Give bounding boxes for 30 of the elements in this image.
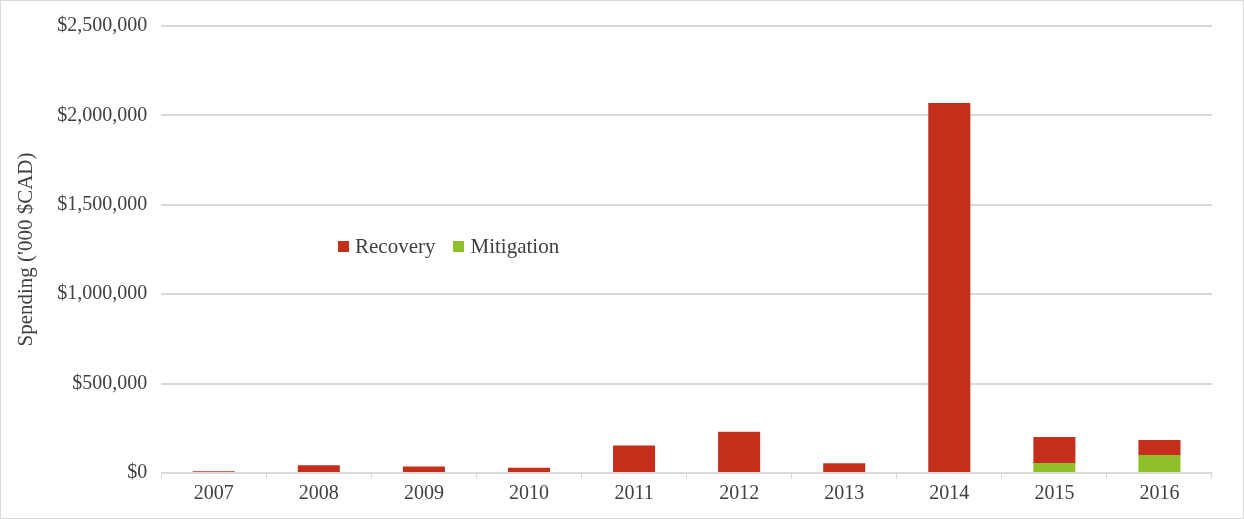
x-tick-label: 2009 — [403, 481, 444, 504]
bar — [613, 445, 656, 472]
bar — [402, 466, 445, 472]
y-tick-label: $2,500,000 — [57, 13, 148, 36]
y-tick-label: $1,500,000 — [57, 192, 148, 215]
legend-label: Recovery — [355, 234, 436, 259]
bar — [1033, 436, 1076, 463]
x-tick-label: 2011 — [614, 481, 654, 504]
bar — [928, 102, 971, 472]
bar — [1138, 439, 1181, 456]
bar — [1138, 455, 1181, 472]
y-tick-label: $500,000 — [72, 370, 148, 393]
x-tick-label: 2015 — [1034, 481, 1075, 504]
bar — [1033, 462, 1076, 472]
x-tick-label: 2012 — [719, 481, 760, 504]
y-tick-label: $2,000,000 — [57, 102, 148, 125]
x-tick-label: 2014 — [929, 481, 970, 504]
x-tick-label: 2010 — [508, 481, 549, 504]
y-tick-label: $0 — [127, 460, 148, 483]
bar — [823, 463, 866, 472]
bar — [718, 431, 761, 472]
x-tick-label: 2013 — [824, 481, 865, 504]
legend-label: Mitigation — [470, 234, 560, 259]
x-tick-label: 2008 — [298, 481, 339, 504]
bar — [507, 467, 550, 472]
x-tick-label: 2007 — [193, 481, 234, 504]
y-tick-label: $1,000,000 — [57, 281, 148, 304]
x-tick-label: 2016 — [1139, 481, 1180, 504]
bar — [297, 465, 340, 472]
y-axis-title: Spending ('000 $CAD) — [13, 152, 38, 347]
